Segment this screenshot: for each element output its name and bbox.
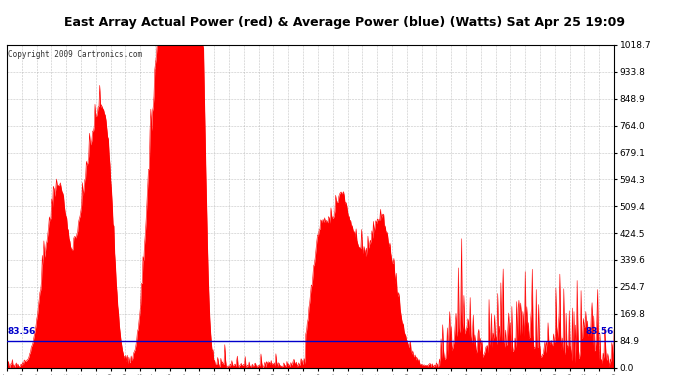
Text: 83.56: 83.56 xyxy=(8,327,36,336)
Text: Copyright 2009 Cartronics.com: Copyright 2009 Cartronics.com xyxy=(8,50,142,59)
Text: 83.56: 83.56 xyxy=(585,327,613,336)
Text: East Array Actual Power (red) & Average Power (blue) (Watts) Sat Apr 25 19:09: East Array Actual Power (red) & Average … xyxy=(64,16,626,29)
